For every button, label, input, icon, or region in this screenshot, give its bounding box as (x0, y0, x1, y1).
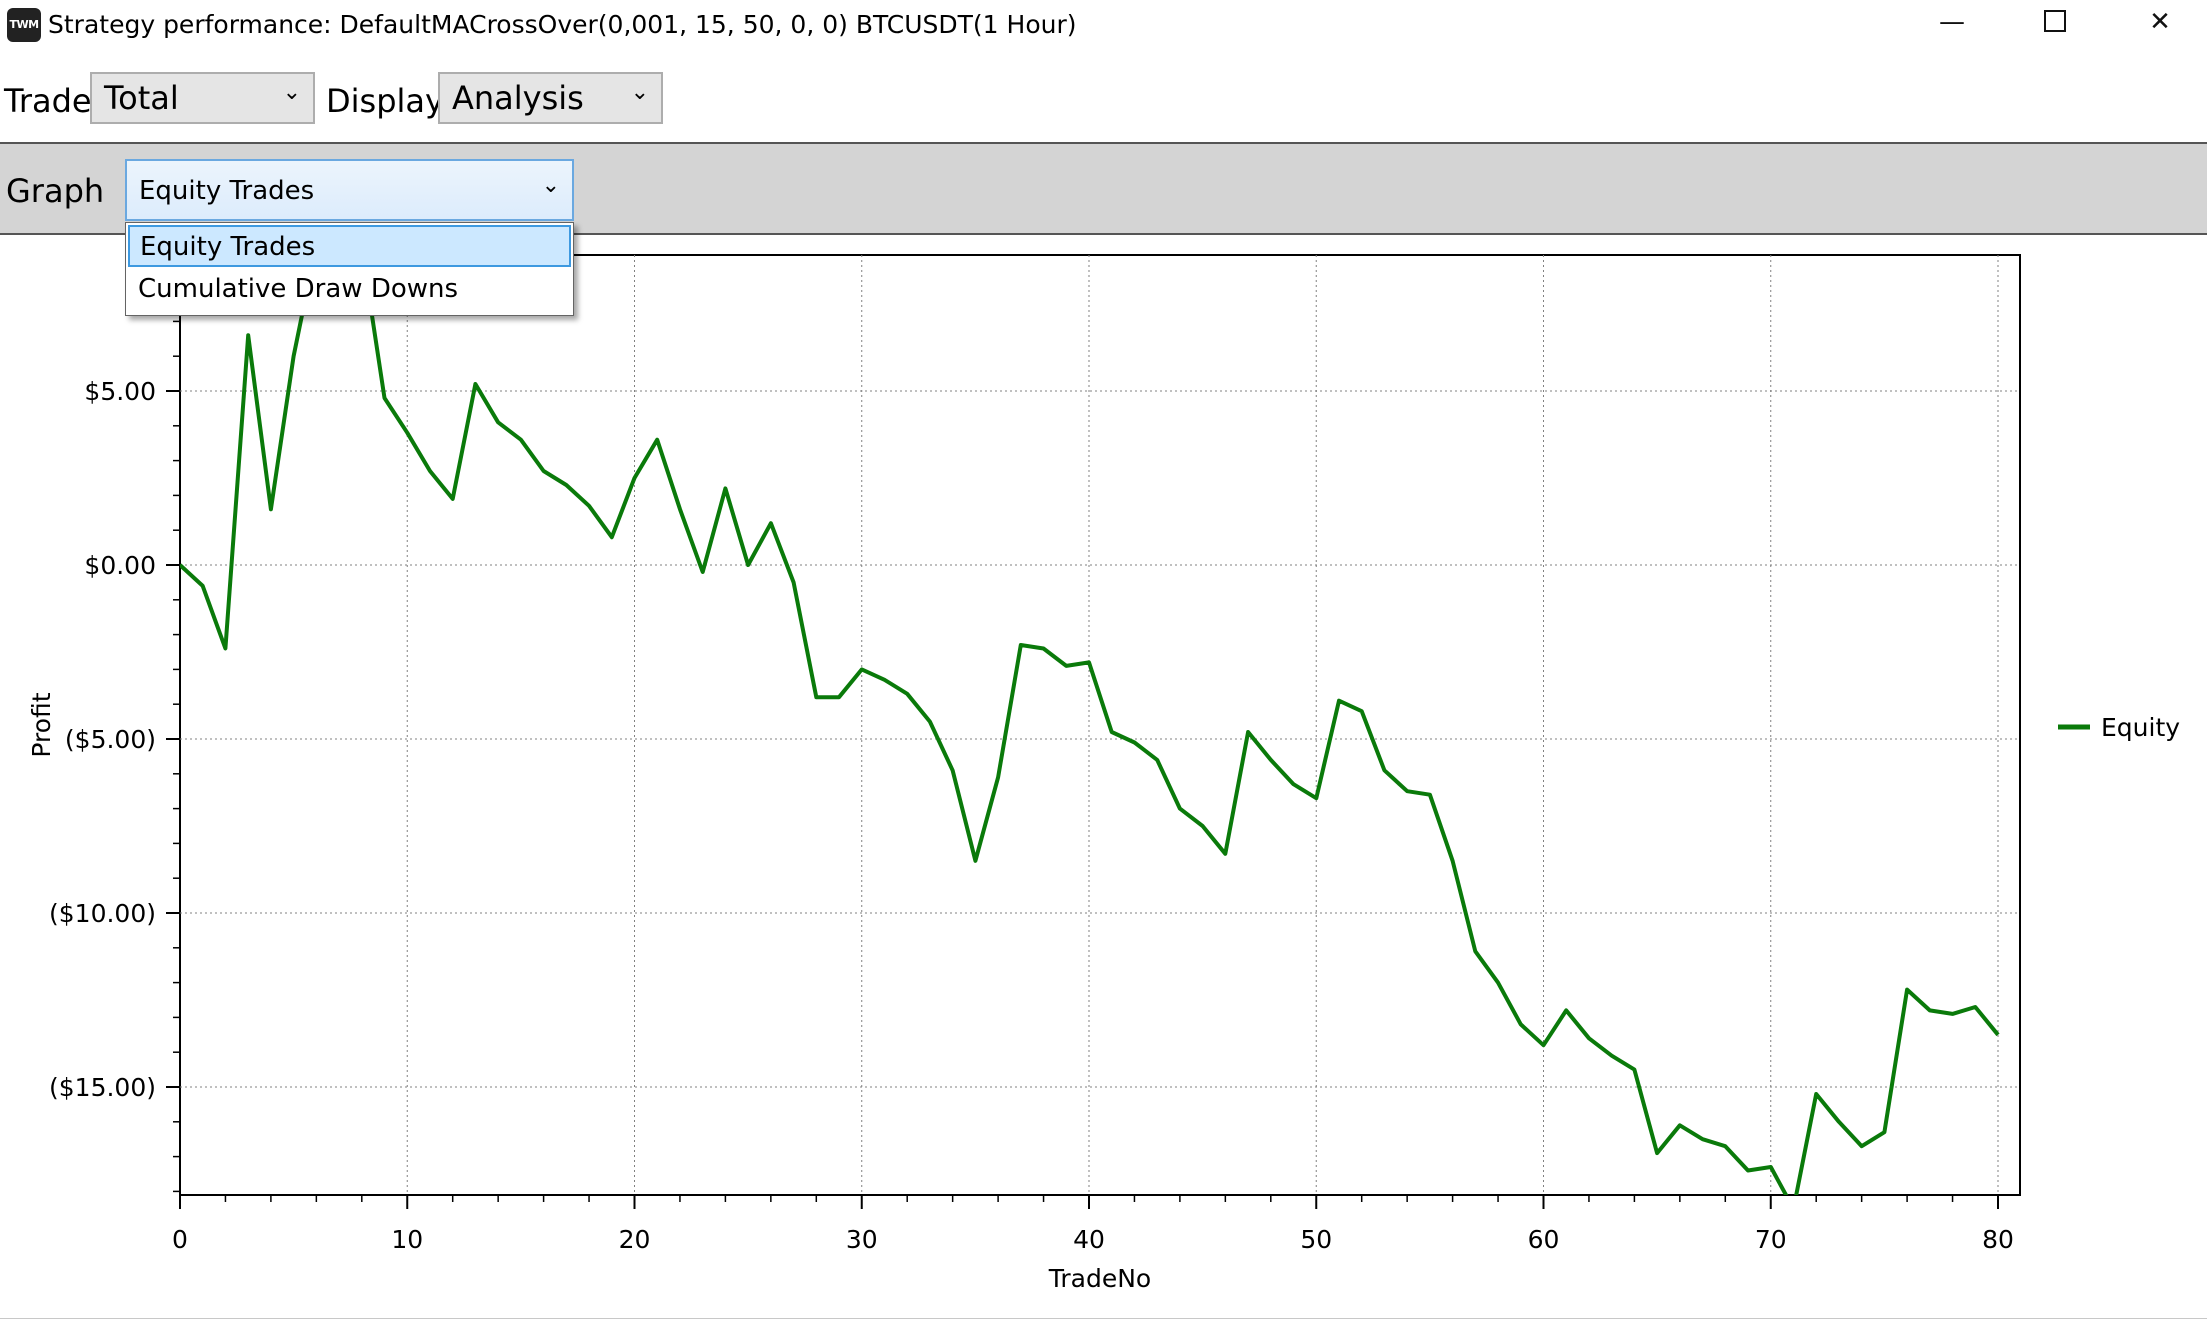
x-tick-label: 60 (1528, 1225, 1560, 1254)
x-tick-label: 70 (1755, 1225, 1787, 1254)
y-tick-label: $5.00 (84, 377, 156, 406)
graph-value: Equity Trades (139, 176, 315, 206)
divider (0, 142, 2207, 144)
equity-chart: 0 10 20 30 40 50 60 70 80 $5.00 $0.00 ($5.00) ($10.0… (27, 254, 2180, 1293)
legend-label: Equity (2101, 713, 2180, 742)
chevron-down-icon: ⌄ (541, 173, 560, 198)
x-tick-label: 40 (1073, 1225, 1105, 1254)
trade-value: Total (104, 79, 179, 117)
y-tick-label: $0.00 (84, 551, 156, 580)
graph-dropdown-list: Equity Trades Cumulative Draw Downs (125, 222, 574, 316)
display-value: Analysis (452, 79, 584, 117)
minimize-icon[interactable]: — (1939, 7, 1965, 37)
display-label: Display (326, 82, 444, 120)
title-bar: TWM Strategy performance: DefaultMACross… (0, 0, 2207, 50)
plot-area (179, 254, 2021, 1196)
x-tick-label: 20 (619, 1225, 651, 1254)
toolbar: Trade Total ⌄ Display Analysis ⌄ (0, 52, 2207, 142)
chevron-down-icon: ⌄ (630, 80, 649, 105)
maximize-button[interactable] (2015, 0, 2095, 46)
x-tick-label: 10 (391, 1225, 423, 1254)
x-tick-label: 50 (1300, 1225, 1332, 1254)
divider (0, 1318, 2207, 1319)
display-combobox[interactable]: Analysis ⌄ (438, 72, 663, 124)
maximize-icon (2044, 9, 2066, 32)
chevron-down-icon: ⌄ (282, 80, 301, 105)
window-title: Strategy performance: DefaultMACrossOver… (48, 10, 1077, 39)
close-icon[interactable]: ✕ (2149, 7, 2171, 37)
y-tick-label: ($5.00) (65, 725, 156, 754)
graph-panel: Graph Equity Trades ⌄ (0, 144, 2207, 233)
divider (0, 233, 2207, 235)
x-tick-label: 80 (1982, 1225, 2014, 1254)
graph-combobox[interactable]: Equity Trades ⌄ (125, 159, 574, 221)
y-tick-label: ($15.00) (49, 1073, 156, 1102)
app-icon: TWM (7, 8, 41, 42)
trade-label: Trade (4, 82, 92, 120)
trade-combobox[interactable]: Total ⌄ (90, 72, 315, 124)
x-tick-label: 0 (172, 1225, 188, 1254)
y-tick-label: ($10.00) (49, 899, 156, 928)
dropdown-option-equity-trades[interactable]: Equity Trades (128, 225, 571, 267)
graph-label: Graph (6, 172, 105, 210)
dropdown-option-cumulative-draw-downs[interactable]: Cumulative Draw Downs (138, 274, 459, 304)
y-axis-label: Profit (27, 692, 56, 757)
x-axis-label: TradeNo (1048, 1264, 1151, 1293)
x-tick-label: 30 (846, 1225, 878, 1254)
